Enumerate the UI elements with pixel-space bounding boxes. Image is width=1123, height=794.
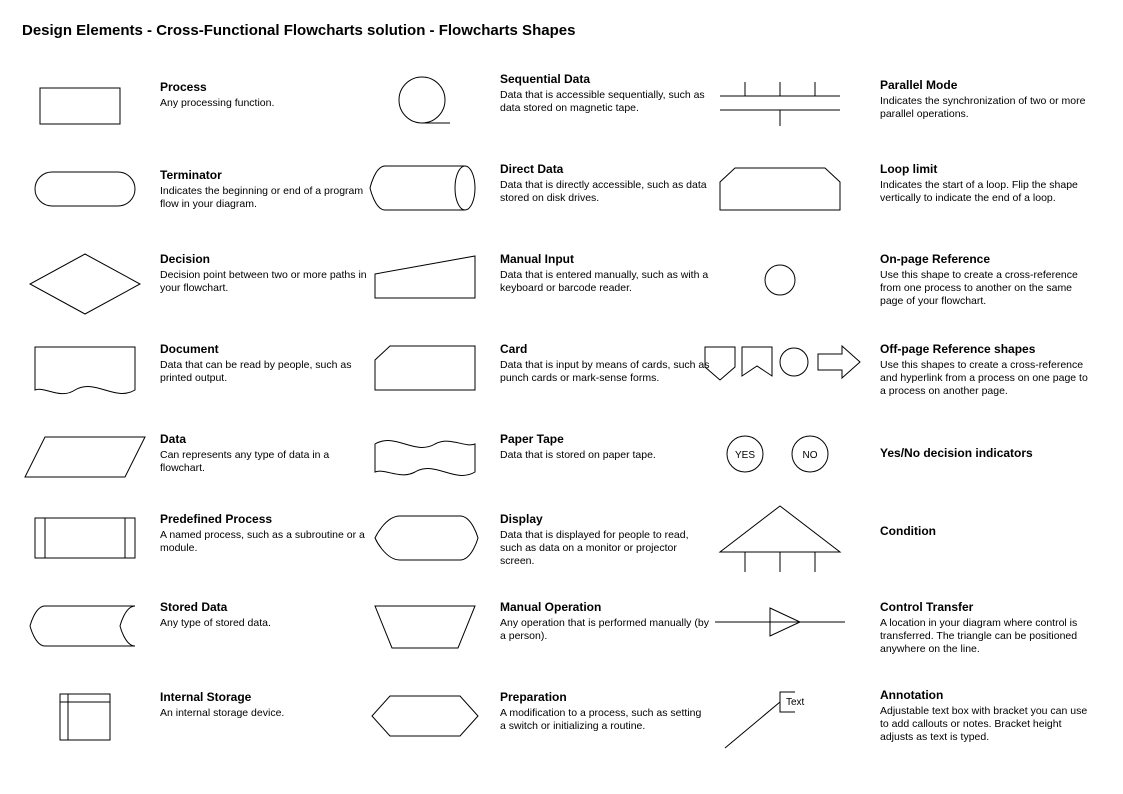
condition-icon [700, 500, 860, 580]
shape-direct-data: Direct Data Data that is directly access… [360, 162, 700, 242]
yesno-label: Yes/No decision indicators [880, 446, 1090, 460]
document-desc: Data that can be read by people, such as… [160, 359, 370, 385]
sequential-data-desc: Data that is accessible sequentially, su… [500, 89, 710, 115]
manual-operation-label: Manual Operation [500, 600, 710, 614]
offpage-reference-desc: Use this shapes to create a cross-refere… [880, 359, 1090, 398]
display-desc: Data that is displayed for people to rea… [500, 529, 710, 568]
shape-paper-tape: Paper Tape Data that is stored on paper … [360, 432, 700, 512]
direct-data-label: Direct Data [500, 162, 710, 176]
offpage-reference-icon [700, 342, 880, 422]
display-label: Display [500, 512, 710, 526]
annotation-desc: Adjustable text box with bracket you can… [880, 705, 1090, 744]
shape-decision: Decision Decision point between two or m… [20, 252, 360, 332]
document-icon [20, 342, 150, 422]
shape-parallel-mode: Parallel Mode Indicates the synchronizat… [700, 78, 1100, 158]
internal-storage-icon [20, 690, 150, 770]
shape-loop-limit: Loop limit Indicates the start of a loop… [700, 162, 1100, 242]
paper-tape-label: Paper Tape [500, 432, 710, 446]
manual-input-desc: Data that is entered manually, such as w… [500, 269, 710, 295]
yes-text: YES [735, 450, 755, 461]
paper-tape-icon [360, 432, 490, 512]
loop-limit-icon [700, 162, 860, 242]
shape-stored-data: Stored Data Any type of stored data. [20, 600, 360, 680]
internal-storage-label: Internal Storage [160, 690, 370, 704]
shape-control-transfer: Control Transfer A location in your diag… [700, 600, 1100, 680]
preparation-label: Preparation [500, 690, 710, 704]
annotation-icon: Text [700, 688, 860, 768]
shape-sequential-data: Sequential Data Data that is accessible … [360, 72, 700, 152]
onpage-reference-icon [700, 252, 860, 332]
control-transfer-icon [700, 600, 860, 680]
shape-offpage-reference: Off-page Reference shapes Use this shape… [700, 342, 1100, 422]
internal-storage-desc: An internal storage device. [160, 707, 370, 720]
shape-process: Process Any processing function. [20, 80, 360, 160]
terminator-label: Terminator [160, 168, 370, 182]
onpage-reference-label: On-page Reference [880, 252, 1090, 266]
control-transfer-desc: A location in your diagram where control… [880, 617, 1090, 656]
direct-data-desc: Data that is directly accessible, such a… [500, 179, 710, 205]
control-transfer-label: Control Transfer [880, 600, 1090, 614]
shape-terminator: Terminator Indicates the beginning or en… [20, 168, 360, 248]
shape-display: Display Data that is displayed for peopl… [360, 512, 700, 592]
shape-annotation: Text Annotation Adjustable text box with… [700, 688, 1100, 768]
sequential-data-label: Sequential Data [500, 72, 710, 86]
onpage-reference-desc: Use this shape to create a cross-referen… [880, 269, 1090, 308]
shape-condition: Condition [700, 500, 1100, 580]
preparation-desc: A modification to a process, such as set… [500, 707, 710, 733]
data-icon [20, 432, 150, 512]
no-text: NO [803, 450, 818, 461]
parallel-mode-label: Parallel Mode [880, 78, 1090, 92]
page: Design Elements - Cross-Functional Flowc… [0, 0, 1123, 794]
stored-data-desc: Any type of stored data. [160, 617, 370, 630]
shape-data: Data Can represents any type of data in … [20, 432, 360, 512]
manual-input-icon [360, 252, 490, 332]
manual-operation-desc: Any operation that is performed manually… [500, 617, 710, 643]
parallel-mode-icon [700, 78, 860, 158]
decision-label: Decision [160, 252, 370, 266]
terminator-desc: Indicates the beginning or end of a prog… [160, 185, 370, 211]
card-label: Card [500, 342, 710, 356]
data-desc: Can represents any type of data in a flo… [160, 449, 370, 475]
annotation-text: Text [786, 697, 805, 708]
stored-data-icon [20, 600, 150, 680]
shape-card: Card Data that is input by means of card… [360, 342, 700, 422]
preparation-icon [360, 690, 490, 770]
data-label: Data [160, 432, 370, 446]
display-icon [360, 512, 490, 592]
process-desc: Any processing function. [160, 97, 370, 110]
stored-data-label: Stored Data [160, 600, 370, 614]
shape-preparation: Preparation A modification to a process,… [360, 690, 700, 770]
document-label: Document [160, 342, 370, 356]
shape-document: Document Data that can be read by people… [20, 342, 360, 422]
process-icon [20, 80, 150, 160]
parallel-mode-desc: Indicates the synchronization of two or … [880, 95, 1090, 121]
shape-manual-input: Manual Input Data that is entered manual… [360, 252, 700, 332]
card-icon [360, 342, 490, 422]
page-title: Design Elements - Cross-Functional Flowc… [22, 22, 575, 39]
shape-manual-operation: Manual Operation Any operation that is p… [360, 600, 700, 680]
card-desc: Data that is input by means of cards, su… [500, 359, 710, 385]
loop-limit-desc: Indicates the start of a loop. Flip the … [880, 179, 1090, 205]
condition-label: Condition [880, 524, 1090, 538]
shape-internal-storage: Internal Storage An internal storage dev… [20, 690, 360, 770]
annotation-label: Annotation [880, 688, 1090, 702]
predefined-process-icon [20, 512, 150, 592]
manual-operation-icon [360, 600, 490, 680]
predefined-process-label: Predefined Process [160, 512, 370, 526]
manual-input-label: Manual Input [500, 252, 710, 266]
decision-icon [20, 252, 150, 332]
shape-predefined-process: Predefined Process A named process, such… [20, 512, 360, 592]
paper-tape-desc: Data that is stored on paper tape. [500, 449, 710, 462]
decision-desc: Decision point between two or more paths… [160, 269, 370, 295]
terminator-icon [20, 168, 150, 248]
predefined-process-desc: A named process, such as a subroutine or… [160, 529, 370, 555]
shape-onpage-reference: On-page Reference Use this shape to crea… [700, 252, 1100, 332]
offpage-reference-label: Off-page Reference shapes [880, 342, 1090, 356]
direct-data-icon [360, 162, 490, 242]
process-label: Process [160, 80, 370, 94]
loop-limit-label: Loop limit [880, 162, 1090, 176]
sequential-data-icon [360, 72, 490, 152]
